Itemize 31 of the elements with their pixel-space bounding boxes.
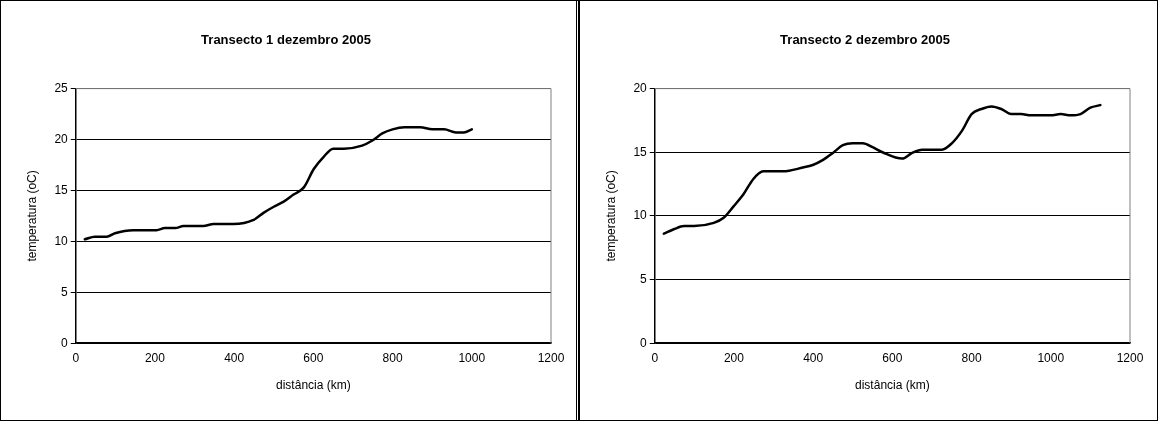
- x-tick-label: 400: [803, 350, 824, 365]
- x-tick-label: 0: [651, 350, 659, 365]
- x-tick-label: 1200: [537, 350, 565, 365]
- x-tick-label: 0: [72, 350, 80, 365]
- y-tick-label: 15: [54, 182, 69, 197]
- y-tick-label: 20: [633, 80, 648, 95]
- x-tick-label: 600: [303, 350, 324, 365]
- x-tick-label: 200: [144, 350, 166, 365]
- y-tick-label: 0: [640, 335, 648, 350]
- x-axis-title: distância (km): [855, 378, 930, 393]
- x-tick-label: 200: [723, 350, 745, 365]
- y-tick-label: 10: [54, 233, 69, 248]
- y-tick-label: 25: [54, 80, 69, 95]
- y-axis-title: temperatura (oC): [603, 170, 618, 262]
- y-tick-label: 5: [61, 284, 69, 299]
- x-tick-label: 800: [961, 350, 982, 365]
- chart-title: Transecto 1 dezembro 2005: [201, 32, 371, 48]
- y-tick-label: 5: [640, 271, 648, 286]
- x-tick-label: 1000: [1037, 350, 1065, 365]
- chart-title: Transecto 2 dezembro 2005: [780, 32, 950, 48]
- x-tick-label: 800: [382, 350, 403, 365]
- y-tick-label: 0: [61, 335, 69, 350]
- x-tick-label: 400: [224, 350, 245, 365]
- x-axis-title: distância (km): [276, 378, 351, 393]
- y-tick-label: 10: [633, 208, 648, 223]
- y-tick-label: 15: [633, 144, 648, 159]
- x-tick-label: 600: [882, 350, 903, 365]
- y-tick-label: 20: [54, 131, 69, 146]
- x-tick-label: 1000: [458, 350, 486, 365]
- y-axis-title: temperatura (oC): [24, 170, 39, 262]
- x-tick-label: 1200: [1116, 350, 1144, 365]
